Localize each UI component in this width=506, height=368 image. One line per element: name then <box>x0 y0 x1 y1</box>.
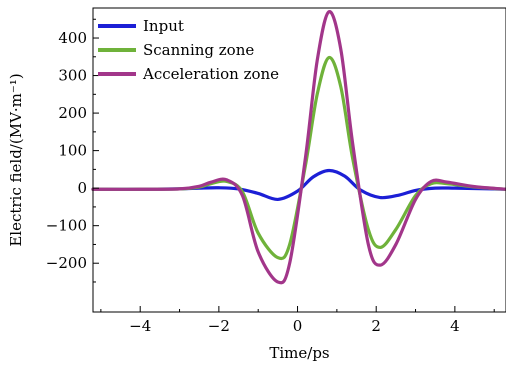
y-tick-label: 300 <box>58 67 87 85</box>
y-axis-title: Electric field/(MV·m⁻¹) <box>7 73 25 246</box>
x-tick-label: −2 <box>208 317 230 335</box>
y-tick-label: 0 <box>77 179 87 197</box>
ticks-layer: −4 −2 0 2 4 −200 −100 0 100 200 300 400 <box>46 18 495 335</box>
y-tick-label: −100 <box>46 217 87 235</box>
y-tick-label: −200 <box>46 254 87 272</box>
x-tick-label: 4 <box>450 317 460 335</box>
x-tick-label: −4 <box>129 317 151 335</box>
legend-label: Scanning zone <box>143 41 254 59</box>
y-tick-label: 100 <box>58 142 87 160</box>
legend-label: Input <box>143 17 184 35</box>
legend: Input Scanning zone Acceleration zone <box>98 17 279 83</box>
series-line-acceleration-zone <box>91 10 506 285</box>
plot-frame <box>92 7 506 313</box>
series-line-scanning-zone <box>91 55 506 261</box>
y-tick-label: 400 <box>58 29 87 47</box>
series-layer <box>91 10 506 285</box>
x-tick-label: 0 <box>293 317 303 335</box>
x-axis-title: Time/ps <box>269 344 329 362</box>
legend-label: Acceleration zone <box>142 65 279 83</box>
y-tick-label: 200 <box>58 104 87 122</box>
x-tick-label: 2 <box>371 317 381 335</box>
